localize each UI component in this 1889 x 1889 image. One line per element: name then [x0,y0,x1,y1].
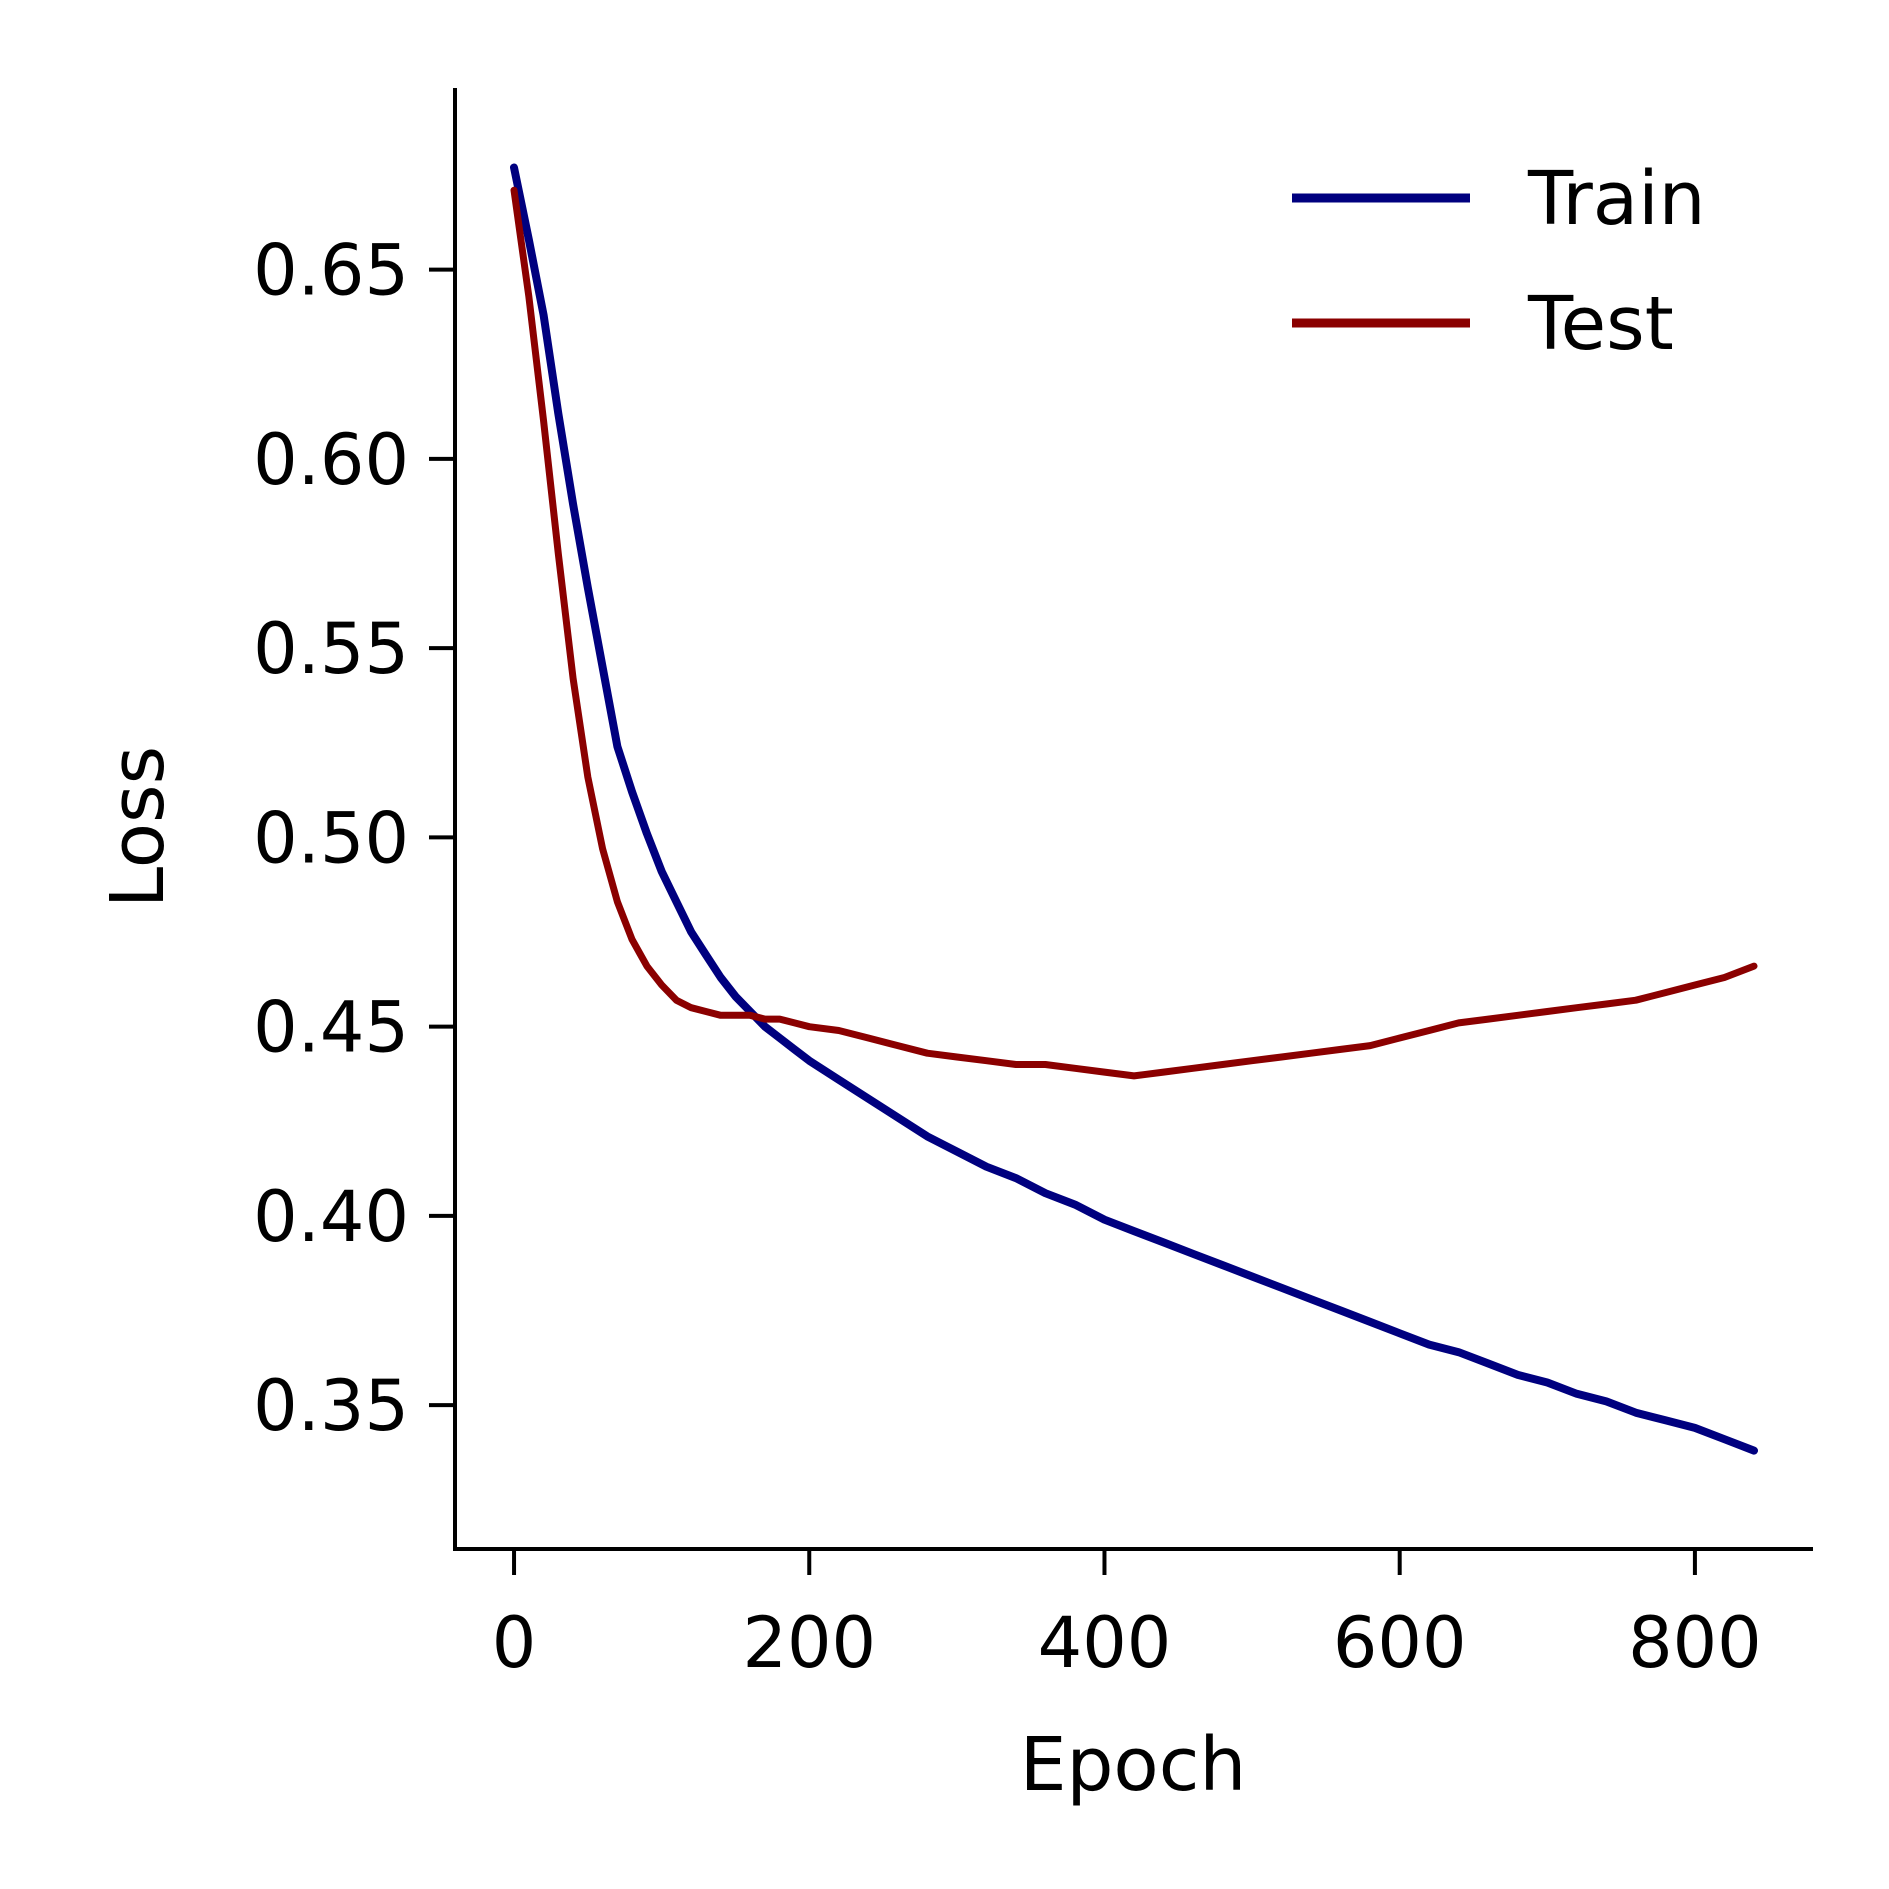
y-tick-label: 0.45 [253,987,409,1069]
y-tick-label: 0.35 [253,1365,409,1447]
y-axis-label: Loss [95,746,181,908]
legend-label-train: Train [1527,156,1706,242]
x-axis-label: Epoch [1020,1722,1247,1808]
x-ticks: 0 200 400 600 800 [492,1549,1762,1684]
series-line-train [510,163,1758,1455]
y-ticks: 0.35 0.40 0.45 0.50 0.55 0.60 0.65 [253,230,455,1447]
series-line-test [510,186,1758,1080]
y-tick-label: 0.50 [253,797,409,879]
x-tick-label: 200 [742,1602,876,1684]
x-tick-label: 400 [1038,1602,1172,1684]
y-tick-label: 0.65 [253,230,409,312]
legend-label-test: Test [1527,281,1674,367]
x-tick-label: 0 [492,1602,537,1684]
plot-lines [510,163,1758,1455]
x-tick-label: 600 [1333,1602,1467,1684]
y-tick-label: 0.60 [253,419,409,501]
legend: Train Test [1292,156,1706,367]
y-tick-label: 0.40 [253,1176,409,1258]
x-tick-label: 800 [1628,1602,1762,1684]
y-tick-label: 0.55 [253,608,409,690]
